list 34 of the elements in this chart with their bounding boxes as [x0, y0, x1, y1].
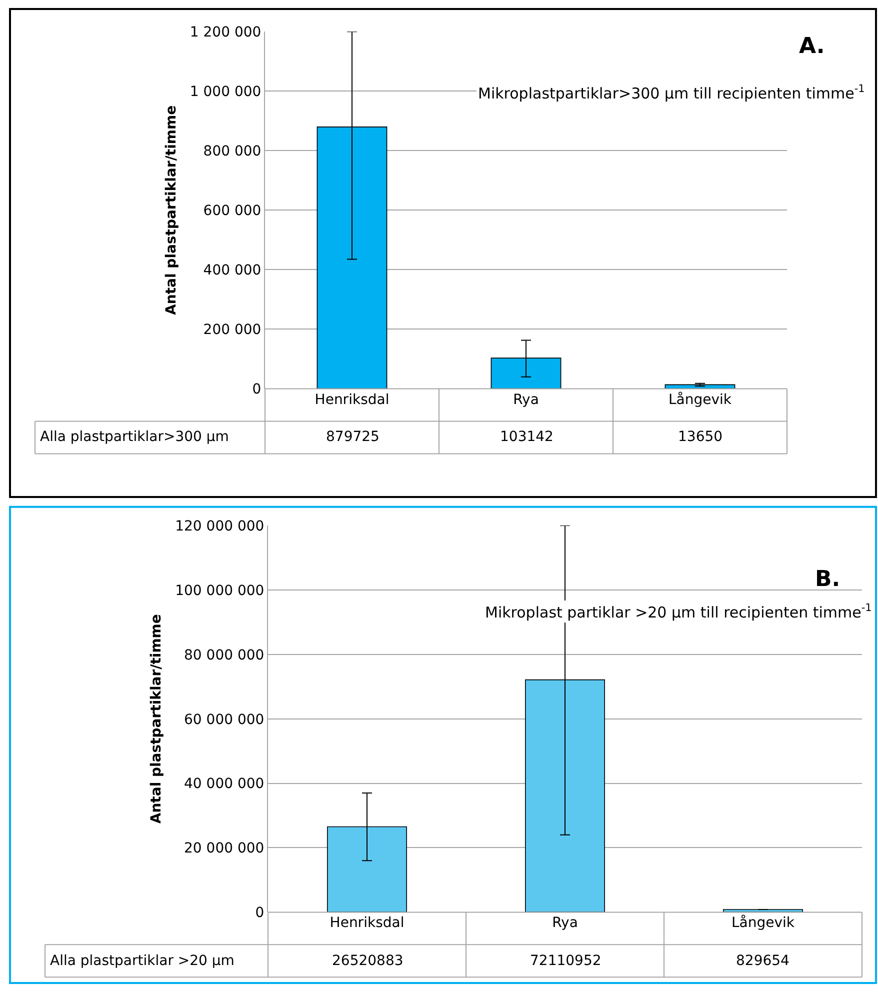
y-tick-label: 20 000 000 [184, 840, 264, 857]
y-tick-label: 600 000 [203, 203, 262, 220]
y-axis-title: Antal plastpartiklar/timme [148, 614, 165, 824]
x-tick-label: Rya [513, 392, 539, 408]
data-label: 26520883 [332, 953, 404, 969]
x-tick-label: Långevik [731, 914, 796, 932]
y-tick-label: 800 000 [203, 144, 262, 160]
text: A. [799, 34, 825, 59]
data-label: 103142 [500, 429, 554, 445]
y-tick-label: 0 [255, 905, 264, 922]
y-tick-label: 200 000 [203, 322, 262, 338]
annotation: Mikroplastpartiklar>300 µm till recipienten timme$^{-1}$ [478, 83, 865, 102]
x-tick-label: Rya [552, 915, 578, 932]
y-tick-label: 120 000 000 [175, 518, 264, 534]
x-tick-label: Långevik [668, 390, 732, 408]
annotation: Mikroplast partiklar >20 µm till recipienten timme$^{-1}$ [485, 602, 872, 622]
data-label: 829654 [736, 953, 790, 969]
annotation: B. [815, 567, 840, 592]
x-tick-label: Henriksdal [330, 915, 404, 932]
y-tick-label: 0 [252, 382, 262, 398]
y-tick-label: 60 000 000 [184, 712, 264, 728]
y-tick-label: 40 000 000 [184, 776, 264, 792]
y-tick-label: 1 000 000 [190, 84, 262, 100]
data-label: 879725 [326, 429, 380, 445]
text: Alla plastpartiklar >20 µm [50, 953, 234, 969]
y-tick-label: 1 200 000 [190, 24, 262, 40]
y-tick-label: 400 000 [203, 262, 262, 279]
y-axis-title: Antal plastpartiklar/timme [164, 105, 180, 315]
text: Alla plastpartiklar>300 µm [40, 429, 229, 445]
x-tick-label: Henriksdal [314, 392, 390, 408]
data-label: 72110952 [530, 953, 602, 969]
y-tick-label: 100 000 000 [175, 582, 264, 599]
y-tick-label: 80 000 000 [184, 647, 264, 664]
data-label: 13650 [678, 429, 723, 445]
